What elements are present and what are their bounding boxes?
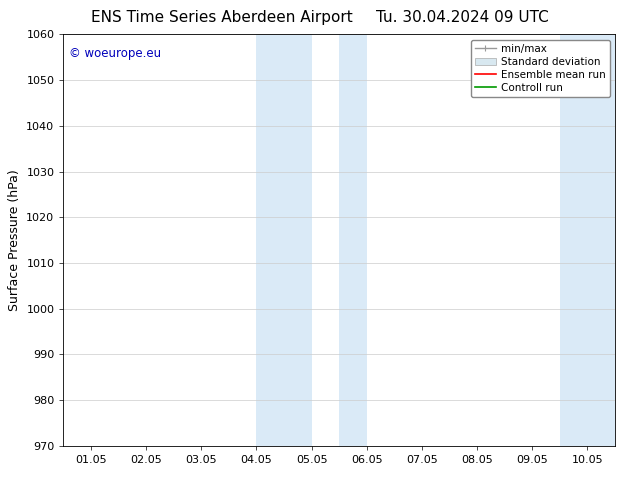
Bar: [256, 34, 312, 446]
Bar: [339, 34, 367, 446]
Bar: [588, 34, 615, 446]
Bar: [560, 34, 588, 446]
Text: © woeurope.eu: © woeurope.eu: [69, 47, 161, 60]
Y-axis label: Surface Pressure (hPa): Surface Pressure (hPa): [8, 169, 21, 311]
Legend: min/max, Standard deviation, Ensemble mean run, Controll run: min/max, Standard deviation, Ensemble me…: [470, 40, 610, 97]
Text: ENS Time Series Aberdeen Airport: ENS Time Series Aberdeen Airport: [91, 10, 353, 25]
Text: Tu. 30.04.2024 09 UTC: Tu. 30.04.2024 09 UTC: [377, 10, 549, 25]
